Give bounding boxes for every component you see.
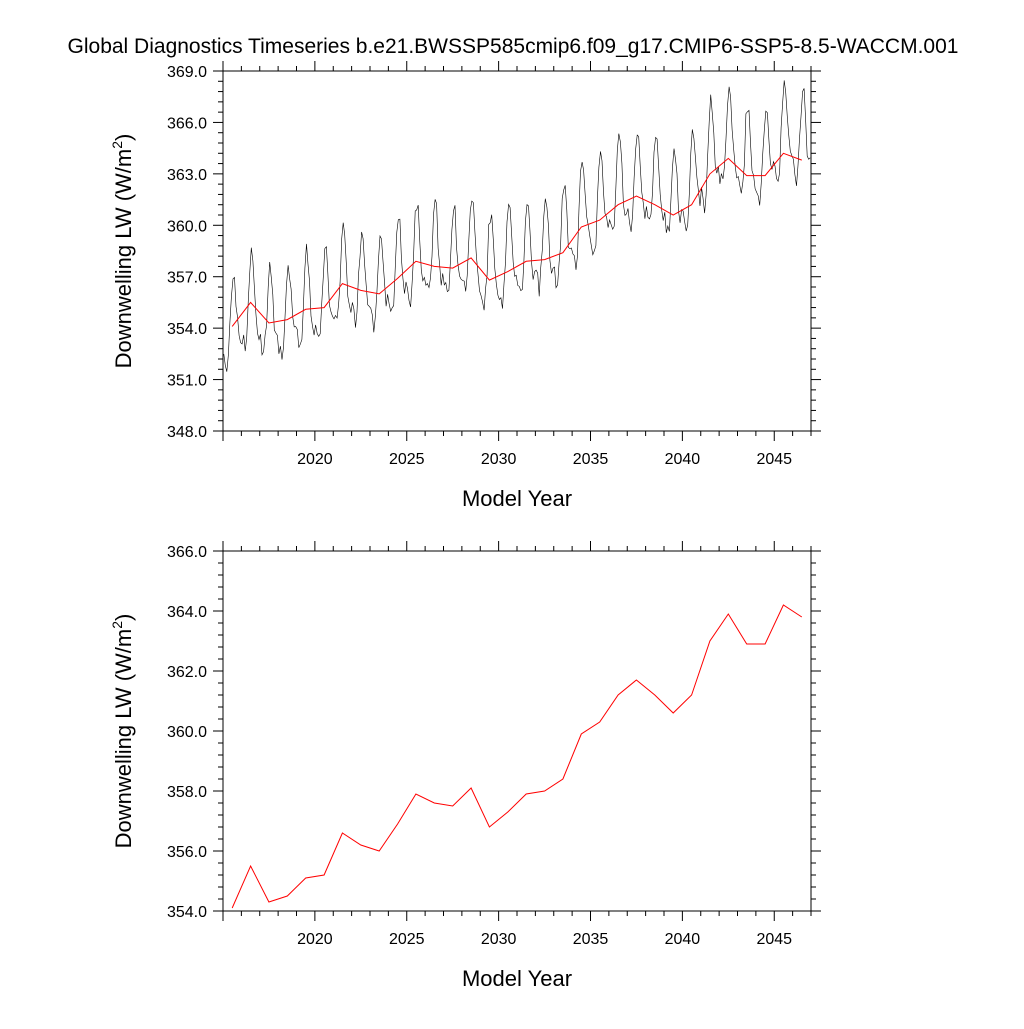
x-tick-label: 2045	[756, 931, 792, 948]
top-panel: 2020 2025 2030 2035 2040 2045 348.0 351.0 354.0 3…	[109, 61, 821, 511]
y-tick-label: 366.0	[167, 115, 207, 132]
x-tick-label: 2020	[297, 451, 333, 468]
y-tick-label: 369.0	[167, 64, 207, 81]
x-tick-label: 2040	[665, 931, 701, 948]
y-tick-label: 362.0	[167, 664, 207, 681]
y-tick-label: 364.0	[167, 604, 207, 621]
y-tick-label: 360.0	[167, 724, 207, 741]
x-tick-label: 2045	[756, 451, 792, 468]
y-tick-label: 363.0	[167, 167, 207, 184]
y-axis-title: Downwelling LW (W/m2)	[109, 614, 136, 849]
plot-frame	[223, 551, 811, 911]
y-tick-label: 356.0	[167, 844, 207, 861]
monthly-series-line	[224, 80, 810, 371]
y-axis-title: Downwelling LW (W/m2)	[109, 134, 136, 369]
y-tick-label: 357.0	[167, 270, 207, 287]
annual-mean-series-line	[232, 153, 802, 326]
y-tick-label: 358.0	[167, 784, 207, 801]
x-tick-label: 2025	[389, 931, 425, 948]
x-tick-label: 2035	[573, 451, 609, 468]
plot-frame	[223, 71, 811, 431]
x-tick-label: 2025	[389, 451, 425, 468]
y-tick-label: 348.0	[167, 424, 207, 441]
x-axis-title: Model Year	[462, 486, 572, 511]
y-tick-label: 354.0	[167, 321, 207, 338]
x-tick-label: 2040	[665, 451, 701, 468]
x-tick-label: 2030	[481, 931, 517, 948]
y-tick-label: 366.0	[167, 544, 207, 561]
x-tick-label: 2035	[573, 931, 609, 948]
y-tick-label: 351.0	[167, 373, 207, 390]
y-tick-label: 360.0	[167, 218, 207, 235]
chart-title: Global Diagnostics Timeseries b.e21.BWSS…	[68, 35, 959, 58]
x-tick-label: 2030	[481, 451, 517, 468]
y-tick-label: 354.0	[167, 904, 207, 921]
x-axis-title: Model Year	[462, 966, 572, 991]
x-tick-label: 2020	[297, 931, 333, 948]
annual-mean-series-line	[232, 605, 802, 908]
bottom-panel: 2020 2025 2030 2035 2040 2045 354.0 356.0 358.0 3…	[109, 541, 821, 991]
